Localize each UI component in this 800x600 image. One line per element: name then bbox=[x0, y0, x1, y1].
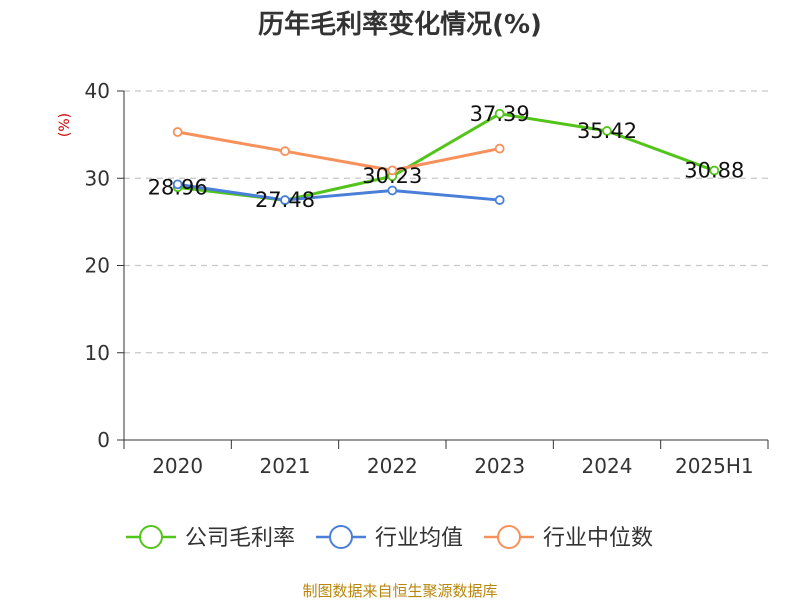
series-layer bbox=[172, 108, 720, 206]
legend-marker bbox=[329, 525, 353, 549]
data-label: 30.88 bbox=[684, 159, 744, 183]
data-point bbox=[494, 143, 505, 154]
x-tick-label: 2024 bbox=[582, 454, 633, 478]
series-line-1 bbox=[177, 182, 500, 202]
x-tick-label: 2022 bbox=[367, 454, 418, 478]
x-tick-label: 2025H1 bbox=[675, 454, 754, 478]
data-point bbox=[494, 108, 505, 119]
axes: 0 10 20 30 40 2020 2021 2022 2023 2024 2025H1 bbox=[85, 79, 769, 478]
y-tick-label: 20 bbox=[85, 254, 110, 278]
y-tick-label: 10 bbox=[85, 341, 110, 365]
x-tick-label: 2023 bbox=[474, 454, 525, 478]
data-point bbox=[280, 146, 290, 157]
data-labels: 28.96 27.48 30.23 37.39 35.42 30.88 bbox=[148, 102, 745, 212]
y-axis-label: (%) bbox=[57, 113, 73, 137]
legend-label: 行业中位数 bbox=[543, 526, 653, 551]
data-point bbox=[387, 185, 398, 196]
y-tick-label: 40 bbox=[85, 79, 110, 103]
y-tick-label: 30 bbox=[85, 166, 110, 190]
y-tick-label: 0 bbox=[97, 428, 110, 452]
data-label: 28.96 bbox=[148, 175, 208, 199]
legend-marker bbox=[497, 525, 521, 549]
data-label: 35.42 bbox=[577, 119, 637, 143]
x-tick-label: 2020 bbox=[152, 454, 203, 478]
gridlines bbox=[124, 90, 768, 354]
legend-label: 公司毛利率 bbox=[185, 526, 295, 551]
data-point bbox=[172, 179, 183, 190]
series-line-2 bbox=[177, 130, 500, 172]
data-point bbox=[280, 195, 290, 205]
data-label: 27.48 bbox=[255, 188, 315, 212]
data-point bbox=[494, 195, 505, 205]
data-point bbox=[602, 126, 612, 136]
source-note: 制图数据来自恒生聚源数据库 bbox=[302, 582, 497, 600]
x-tick-label: 2021 bbox=[260, 454, 311, 478]
data-label: 37.39 bbox=[470, 102, 530, 126]
data-point bbox=[709, 165, 720, 176]
data-label: 30.23 bbox=[362, 164, 422, 188]
data-point bbox=[387, 165, 398, 176]
legend: 公司毛利率 行业均值 行业中位数 bbox=[126, 525, 653, 551]
data-point bbox=[172, 127, 183, 137]
legend-marker bbox=[139, 525, 163, 549]
chart-title: 历年毛利率变化情况(%) bbox=[258, 9, 542, 40]
legend-label: 行业均值 bbox=[375, 526, 463, 551]
